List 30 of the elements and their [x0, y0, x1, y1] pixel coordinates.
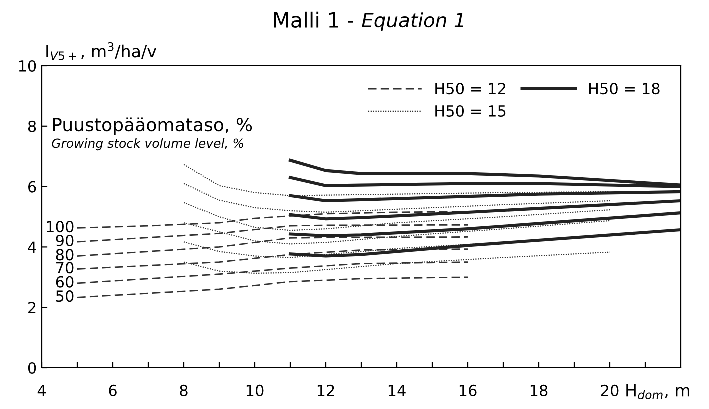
x-tick-label: 14 — [388, 385, 406, 396]
x-tick-label: 20 — [601, 384, 619, 396]
annotation: Growing stock volume level, % — [52, 138, 244, 151]
chart-subtitle: Equation 1 — [362, 12, 464, 32]
y-tick-label: 8 — [28, 120, 36, 132]
legend-label: H50 = 15 — [436, 105, 506, 118]
x-tick-label: 18 — [530, 384, 548, 396]
y-tick-label: 6 — [28, 181, 36, 193]
annotation: 100 — [47, 221, 74, 233]
x-tick-label: 4 — [38, 385, 46, 396]
annotation: 80 — [56, 249, 74, 261]
annotation: 50 — [56, 290, 74, 302]
annotation: Puustopääomataso, % — [53, 118, 252, 136]
y-axis-title: I$_{V5+}$, m$^{3}$/ha/v — [46, 42, 156, 60]
x-tick-label: 8 — [180, 384, 188, 396]
x-axis-title: H$_{dom}$, m — [626, 384, 690, 400]
annotation: 60 — [56, 276, 74, 288]
annotation: 90 — [56, 234, 74, 246]
y-tick-label: 0 — [28, 362, 36, 374]
y-tick-label: 4 — [28, 242, 36, 254]
x-tick-label: 10 — [246, 384, 264, 396]
x-tick-label: 16 — [460, 384, 477, 396]
legend-label: H50 = 12 — [436, 83, 506, 95]
x-tick-label: 12 — [318, 384, 334, 396]
annotation: 70 — [56, 262, 74, 274]
x-tick-label: 6 — [109, 384, 117, 396]
y-tick-label: 10 — [19, 60, 36, 72]
y-tick-label: 2 — [28, 302, 36, 314]
legend-label: H50 = 18 — [589, 83, 660, 95]
chart-title: Malli 1 - — [274, 12, 354, 28]
